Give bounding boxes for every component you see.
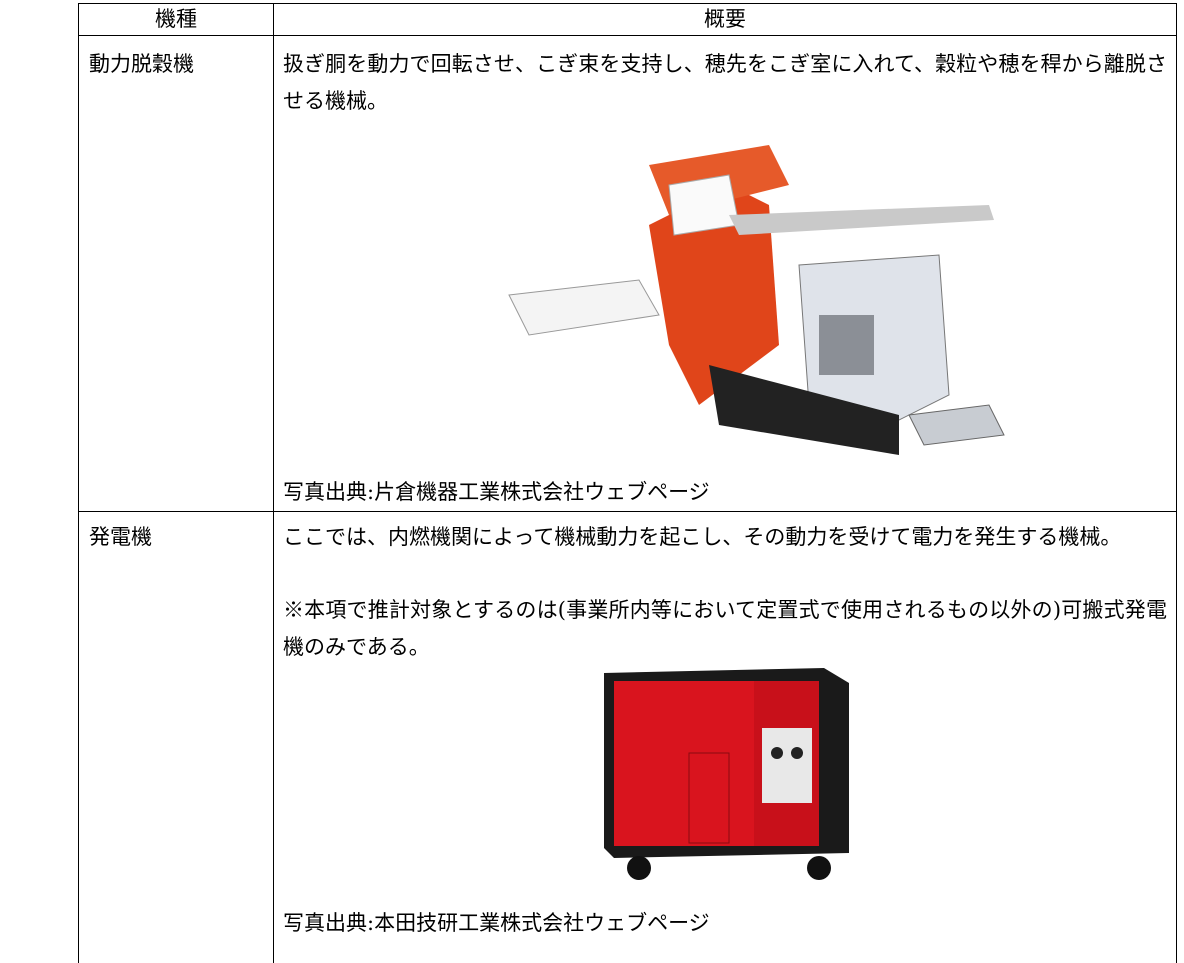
step	[908, 404, 1005, 446]
control-panel	[762, 728, 812, 803]
wheel	[807, 856, 831, 880]
note: ※本項で推計対象とするのは(事業所内等において定置式で使用されるもの以外の)可搬…	[283, 598, 1167, 659]
border	[79, 3, 1176, 4]
tray	[508, 279, 660, 336]
description: ここでは、内燃機関によって機械動力を起こし、その動力を受けて電力を発生する機械。	[283, 525, 1122, 549]
machine-name: 動力脱穀機	[89, 52, 194, 76]
thresher-photo	[508, 145, 1005, 455]
photo-credit: 写真出典:本田技研工業株式会社ウェブページ	[283, 911, 710, 935]
socket	[791, 747, 803, 759]
page: 機種 概要 動力脱穀機 扱ぎ胴を動力で回転させ、こぎ束を支持し、穂先をこぎ室に入…	[78, 3, 1177, 963]
track	[709, 365, 899, 455]
header-cell: 概要	[704, 7, 746, 31]
socket	[771, 747, 783, 759]
panel	[668, 174, 740, 236]
wheel	[627, 856, 651, 880]
border	[79, 511, 1176, 512]
door	[688, 752, 730, 844]
border	[79, 35, 1176, 36]
border	[273, 3, 274, 963]
grille	[819, 315, 874, 375]
arm	[729, 205, 994, 235]
generator-photo	[604, 668, 849, 880]
body	[649, 185, 779, 405]
panel-left	[614, 681, 754, 846]
table: 機種 概要 動力脱穀機 扱ぎ胴を動力で回転させ、こぎ束を支持し、穂先をこぎ室に入…	[78, 3, 1177, 963]
machine-name: 発電機	[89, 525, 152, 549]
description: 扱ぎ胴を動力で回転させ、こぎ束を支持し、穂先をこぎ室に入れて、穀粒や穂を稈から離…	[283, 52, 1167, 113]
photo-credit: 写真出典:片倉機器工業株式会社ウェブページ	[283, 480, 710, 504]
header-cell: 機種	[155, 7, 197, 31]
